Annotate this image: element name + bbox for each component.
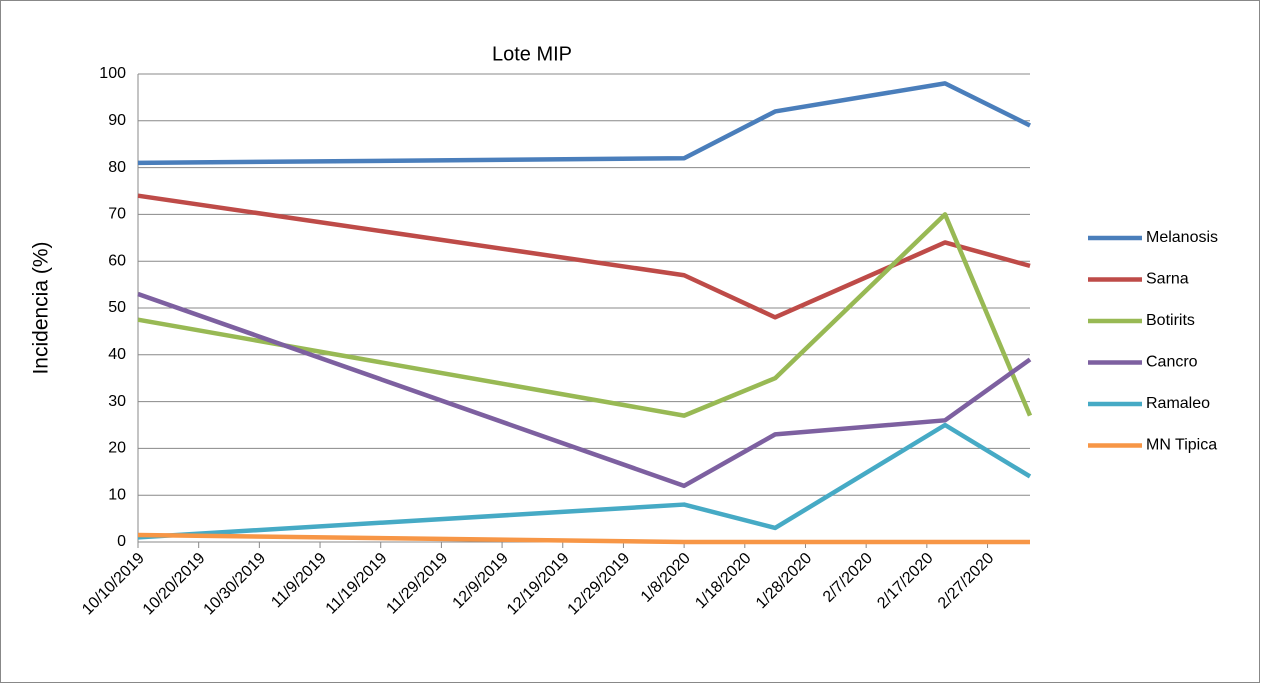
chart-title: Lote MIP [492, 43, 572, 65]
y-tick-label: 80 [108, 159, 126, 176]
y-tick-label: 50 [108, 299, 126, 316]
y-tick-label: 40 [108, 346, 126, 363]
y-tick-label: 20 [108, 440, 126, 457]
y-tick-label: 100 [99, 65, 126, 82]
series-line [137, 81, 1031, 166]
legend-label: Sarna [1146, 271, 1189, 288]
legend-label: Melanosis [1146, 229, 1218, 246]
legend-label: Ramaleo [1146, 395, 1210, 412]
series-line [137, 212, 1033, 418]
y-tick-label: 90 [108, 112, 126, 129]
y-axis-label: Incidencia (%) [30, 241, 53, 374]
y-tick-label: 0 [117, 533, 126, 550]
series-line [137, 532, 1030, 545]
legend-label: Botirits [1146, 312, 1195, 329]
legend-label: Cancro [1146, 354, 1198, 371]
series-line [137, 291, 1032, 489]
y-tick-label: 10 [108, 486, 126, 503]
series-line [137, 422, 1032, 540]
legend-label: MN Tipica [1146, 437, 1217, 454]
series-line [137, 193, 1031, 320]
y-tick-label: 30 [108, 393, 126, 410]
y-tick-label: 60 [108, 252, 126, 269]
y-tick-label: 70 [108, 206, 126, 223]
